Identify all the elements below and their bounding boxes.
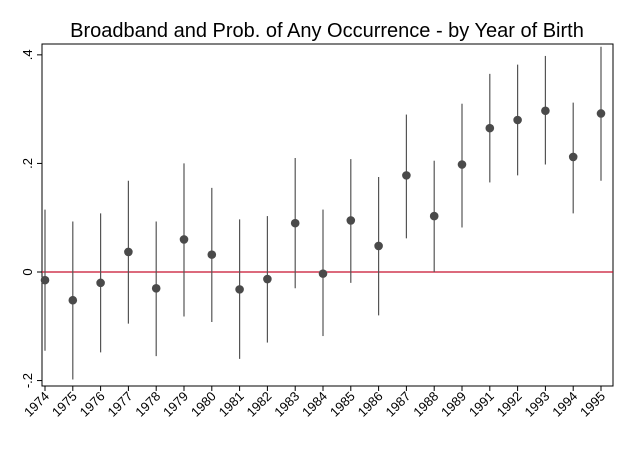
x-tick-label: 1987 — [382, 389, 413, 420]
point-estimate — [374, 241, 383, 251]
point-estimate — [457, 160, 467, 169]
x-tick-label: 1975 — [49, 389, 80, 420]
point-estimate — [513, 115, 522, 125]
x-tick-label: 1991 — [466, 389, 497, 420]
y-tick-label: .4 — [20, 49, 35, 60]
point-estimate — [68, 295, 78, 305]
x-tick-label: 1978 — [132, 389, 163, 420]
x-tick-label: 1988 — [410, 389, 441, 420]
point-estimate — [96, 278, 105, 288]
x-tick-label: 1992 — [494, 389, 525, 420]
confidence-intervals — [44, 46, 602, 380]
x-tick-label: 1976 — [77, 389, 108, 420]
point-estimate — [124, 247, 133, 257]
point-estimate — [485, 123, 495, 133]
x-tick-label: 1995 — [577, 389, 608, 420]
chart-title: Broadband and Prob. of Any Occurrence - … — [70, 20, 584, 42]
x-tick-label: 1986 — [355, 389, 386, 420]
x-tick-label: 1980 — [188, 389, 219, 420]
point-estimate — [429, 211, 439, 221]
point-estimates — [40, 106, 606, 305]
point-estimate — [40, 275, 50, 285]
x-tick-label: 1994 — [549, 389, 580, 420]
y-tick-label: 0 — [20, 268, 35, 275]
point-estimate — [179, 235, 189, 244]
x-tick-label: 1974 — [21, 389, 52, 420]
x-tick-label: 1993 — [521, 389, 552, 420]
y-tick-label: .2 — [20, 158, 35, 169]
x-tick-label: 1981 — [216, 389, 247, 420]
point-estimate — [151, 283, 161, 293]
y-tick-label: -.2 — [20, 373, 35, 388]
point-estimate — [235, 285, 244, 294]
point-estimate — [596, 109, 606, 118]
x-tick-label: 1983 — [271, 389, 302, 420]
y-axis: -.2 0 .2 .4 — [20, 49, 42, 388]
x-tick-label: 1982 — [243, 389, 274, 420]
point-estimate — [568, 152, 578, 162]
x-tick-label: 1985 — [327, 389, 358, 420]
point-estimate — [346, 216, 356, 225]
x-tick-label: 1977 — [104, 389, 135, 420]
point-estimate — [290, 218, 300, 228]
point-estimate — [541, 106, 550, 116]
point-estimate — [318, 269, 328, 278]
x-tick-label: 1979 — [160, 389, 191, 420]
point-estimate — [402, 171, 411, 180]
x-tick-label: 1989 — [438, 389, 469, 420]
x-axis: 1974197519761977197819791980198119821983… — [21, 386, 608, 420]
point-estimate — [207, 250, 217, 259]
x-tick-label: 1984 — [299, 389, 330, 420]
plot-frame — [41, 43, 614, 387]
point-estimate — [263, 274, 272, 284]
